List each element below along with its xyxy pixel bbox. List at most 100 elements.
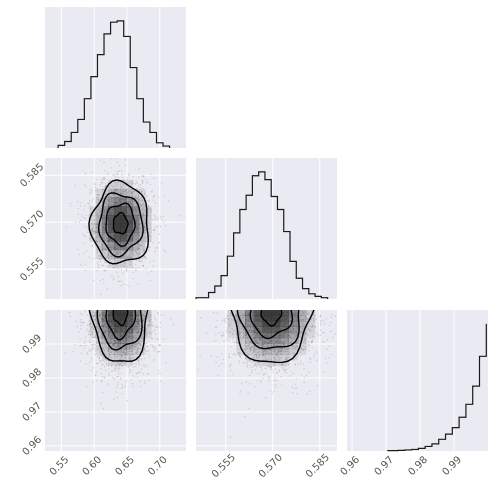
sample-point: [89, 205, 91, 207]
sample-point: [110, 167, 113, 169]
sample-point: [291, 329, 294, 332]
sample-point: [101, 336, 103, 338]
sample-point: [287, 353, 289, 355]
sample-point: [117, 342, 120, 344]
sample-point: [122, 352, 125, 354]
sample-point: [114, 339, 116, 342]
sample-point: [104, 332, 106, 335]
sample-point: [242, 331, 244, 334]
sample-point: [146, 333, 148, 336]
sample-point: [137, 331, 139, 334]
sample-point: [266, 343, 268, 346]
sample-point: [330, 330, 332, 332]
density-cell: [114, 310, 121, 316]
sample-point: [311, 340, 314, 343]
sample-point: [293, 387, 296, 390]
sample-point: [291, 326, 293, 328]
sample-point: [129, 358, 132, 361]
sample-point: [69, 315, 71, 317]
sample-point: [144, 382, 146, 385]
sample-point: [152, 229, 155, 231]
sample-point: [103, 178, 105, 180]
sample-point: [117, 362, 120, 364]
sample-point: [117, 368, 120, 370]
sample-point: [299, 333, 301, 335]
sample-point: [163, 314, 165, 316]
sample-point: [117, 280, 120, 282]
sample-point: [302, 318, 304, 321]
sample-point: [256, 380, 258, 382]
density-cell: [95, 343, 103, 350]
sample-point: [302, 323, 304, 325]
sample-point: [123, 179, 125, 181]
sample-point: [114, 259, 116, 261]
sample-point: [132, 335, 135, 337]
sample-point: [274, 379, 276, 382]
sample-point: [172, 324, 175, 326]
sample-point: [144, 229, 146, 231]
sample-point: [138, 324, 140, 326]
density-cell: [108, 321, 115, 328]
sample-point: [289, 351, 291, 353]
sample-point: [90, 231, 93, 233]
sample-point: [304, 320, 307, 323]
sample-point: [113, 345, 115, 348]
sample-point: [111, 363, 113, 365]
sample-point: [133, 362, 135, 365]
sample-point: [113, 340, 115, 343]
sample-point: [279, 347, 281, 349]
sample-point: [300, 346, 303, 349]
sample-point: [304, 339, 306, 342]
sample-point: [260, 371, 262, 374]
sample-point: [292, 328, 295, 330]
sample-point: [243, 334, 246, 336]
sample-point: [103, 270, 105, 272]
sample-point: [313, 313, 315, 316]
sample-point: [137, 360, 140, 362]
sample-point: [123, 190, 126, 192]
sample-point: [114, 257, 116, 259]
sample-point: [154, 326, 157, 328]
sample-point: [235, 342, 238, 344]
sample-point: [282, 343, 285, 345]
sample-point: [118, 340, 121, 342]
sample-point: [313, 319, 315, 322]
sample-point: [255, 353, 257, 356]
sample-point: [85, 363, 87, 365]
density-cell: [262, 321, 272, 328]
sample-point: [252, 333, 254, 335]
sample-point: [124, 338, 127, 340]
sample-point: [121, 386, 124, 388]
sample-point: [148, 331, 151, 334]
sample-point: [158, 344, 161, 346]
sample-point: [139, 325, 141, 327]
sample-point: [143, 226, 146, 228]
sample-point: [261, 349, 264, 352]
sample-point: [96, 194, 99, 196]
sample-point: [270, 368, 272, 370]
sample-point: [135, 343, 137, 345]
sample-point: [82, 322, 84, 325]
density-cell: [132, 215, 140, 225]
sample-point: [108, 200, 111, 203]
sample-point: [97, 201, 100, 203]
sample-point: [153, 195, 155, 197]
sample-point: [102, 355, 104, 357]
sample-point: [87, 330, 89, 332]
sample-point: [290, 332, 292, 335]
sample-point: [283, 342, 285, 344]
sample-point: [300, 321, 303, 324]
sample-point: [77, 207, 80, 210]
sample-point: [112, 267, 115, 269]
sample-point: [101, 264, 103, 267]
density-cell: [253, 337, 263, 344]
sample-point: [107, 350, 109, 352]
density-cell: [95, 197, 103, 207]
sample-point: [93, 320, 95, 322]
sample-point: [248, 407, 250, 410]
sample-point: [140, 204, 142, 207]
sample-point: [106, 327, 108, 329]
sample-point: [81, 352, 83, 354]
sample-point: [306, 313, 309, 316]
sample-point: [221, 362, 223, 365]
